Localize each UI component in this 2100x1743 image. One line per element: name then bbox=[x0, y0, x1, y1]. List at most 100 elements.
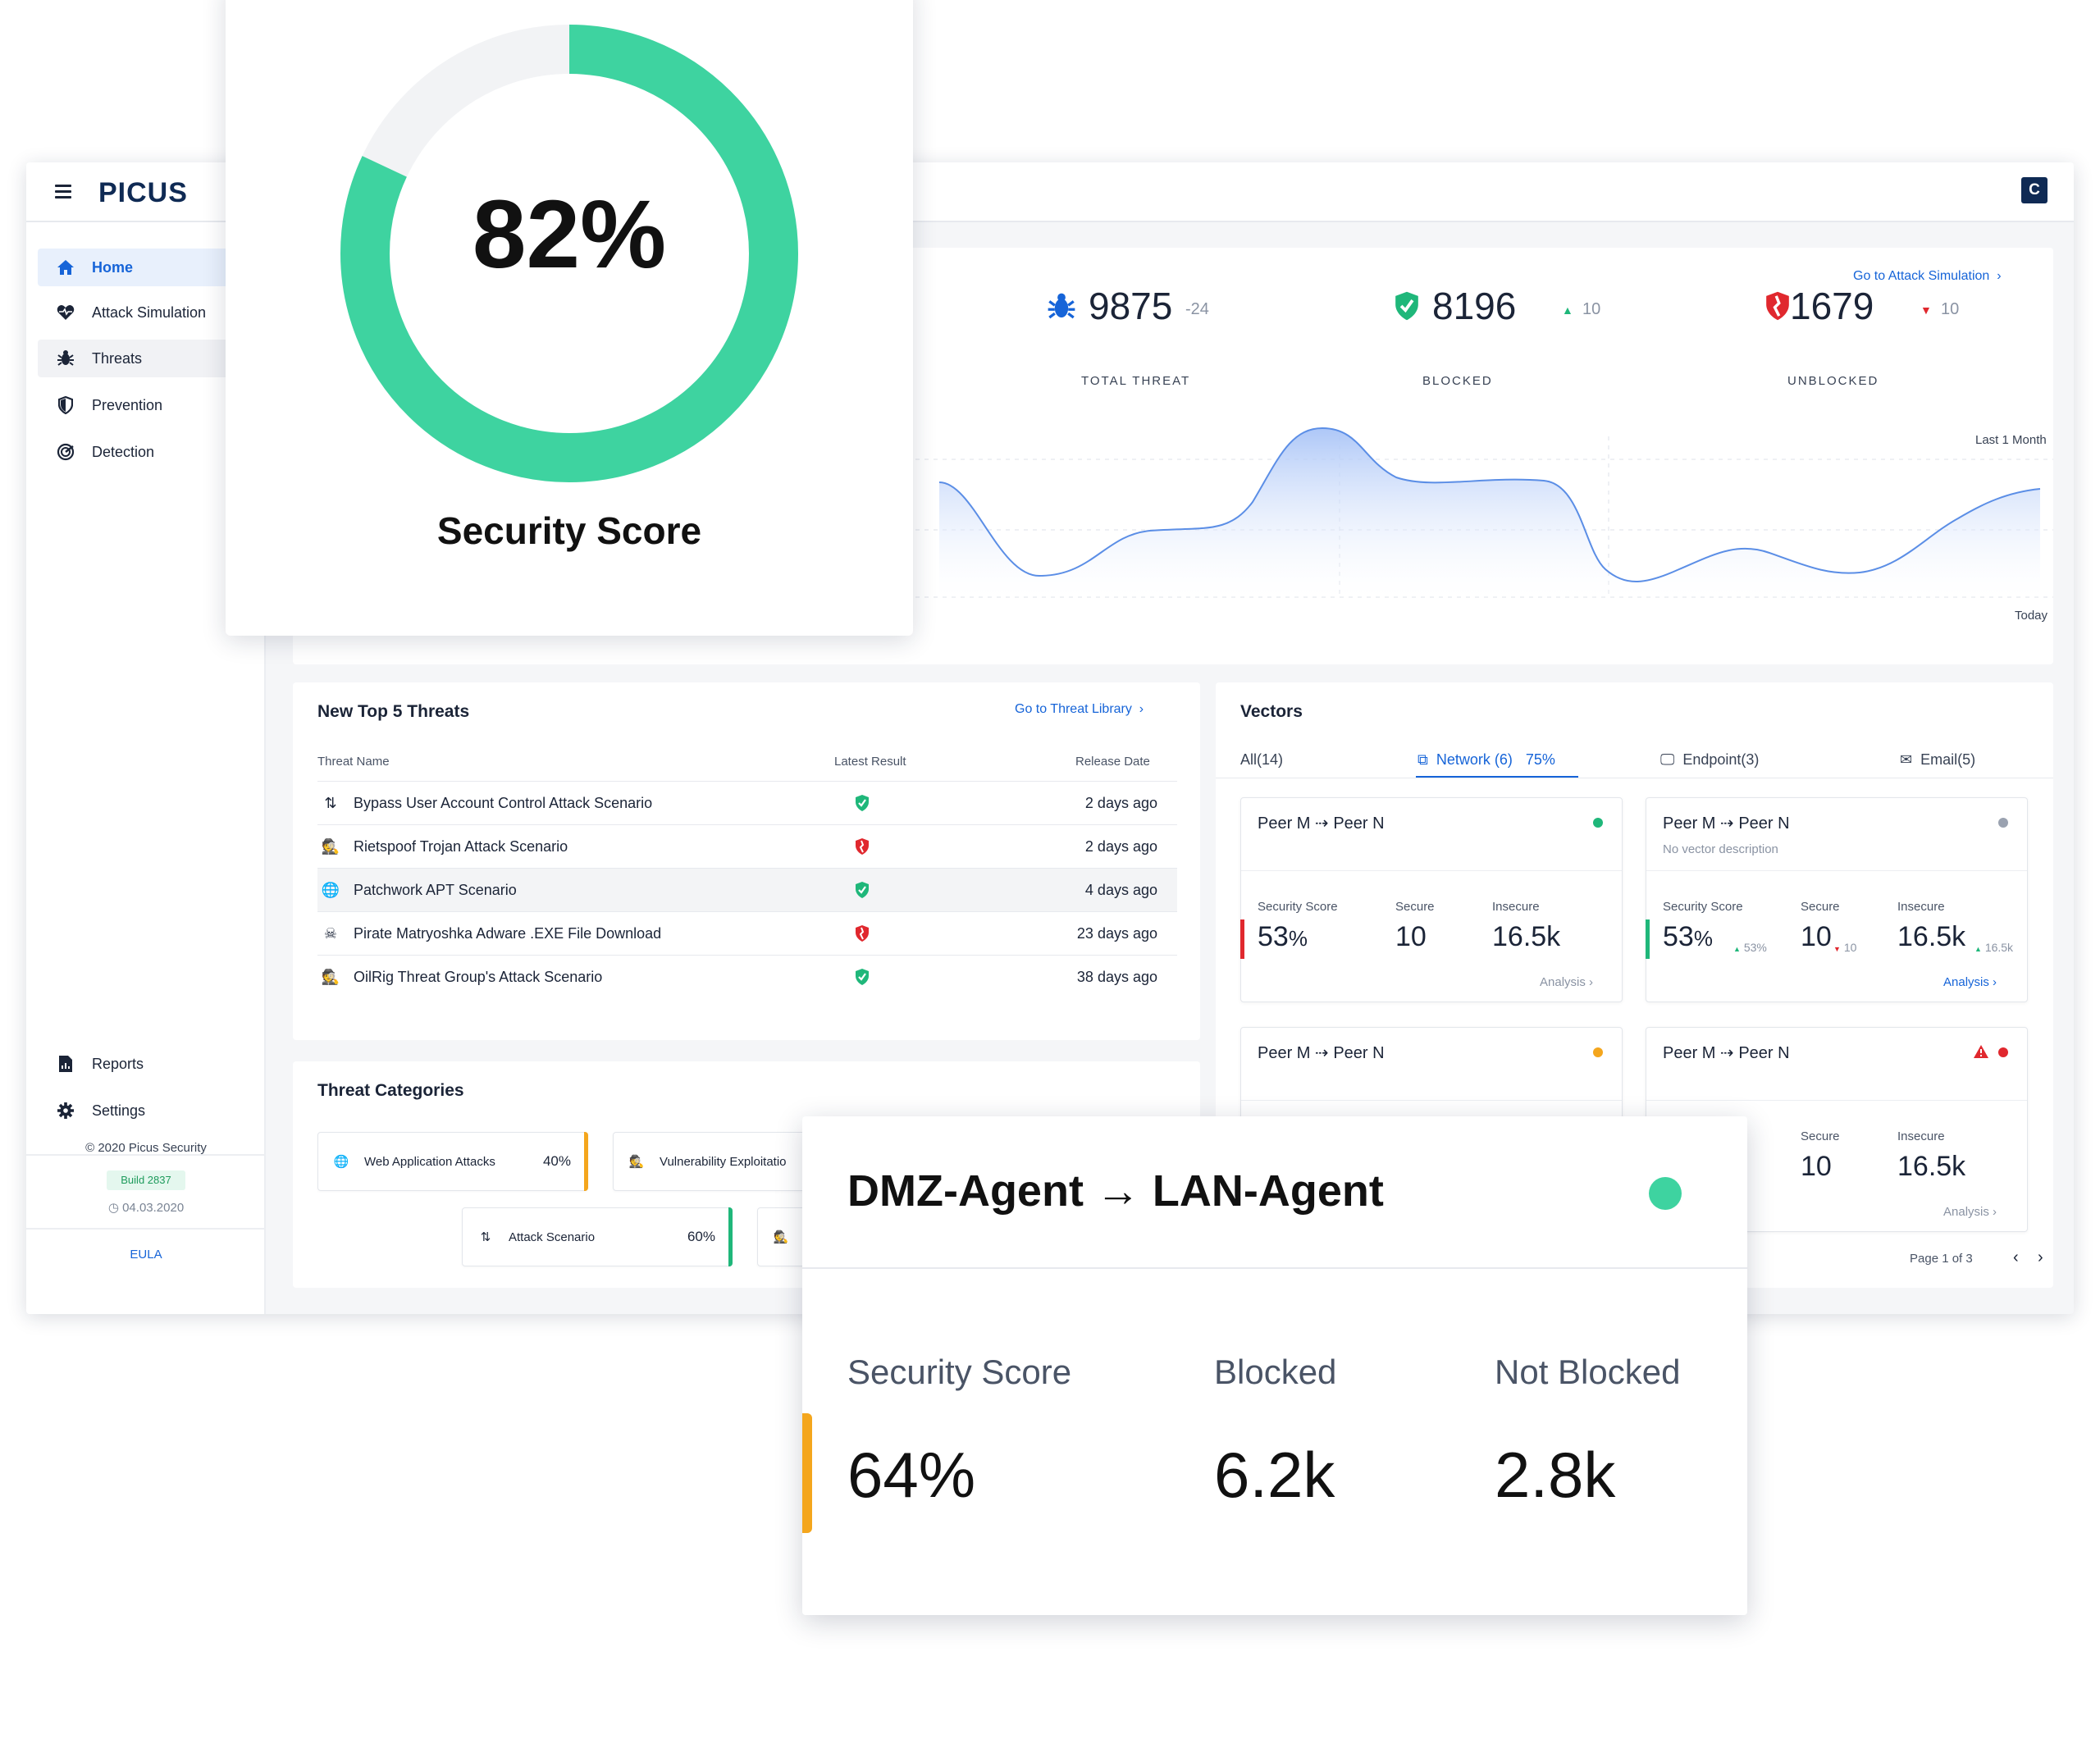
unblocked-value: 1679 bbox=[1790, 285, 1874, 327]
status-dot bbox=[1998, 818, 2008, 828]
release-date: 23 days ago bbox=[1076, 924, 1157, 942]
arrow-down-icon: ▼ bbox=[1920, 303, 1932, 317]
category-bar bbox=[584, 1132, 588, 1191]
col-header-name: Threat Name bbox=[317, 755, 390, 769]
insecure-label: Insecure bbox=[1492, 900, 1540, 914]
table-row[interactable]: ⇅ Bypass User Account Control Attack Sce… bbox=[317, 781, 1177, 824]
gear-icon bbox=[56, 1101, 75, 1120]
arrow-up-icon: ▲ bbox=[1562, 303, 1573, 317]
release-date-text: 04.03.2020 bbox=[122, 1201, 185, 1215]
warning-icon bbox=[1974, 1045, 1988, 1058]
divider bbox=[1646, 870, 2027, 871]
insecure-delta: ▲ 16.5k bbox=[1974, 941, 2014, 954]
blocked-value: 8196 bbox=[1432, 285, 1517, 327]
total-threat-value: 9875 bbox=[1089, 285, 1173, 327]
security-score-label: Security Score bbox=[1258, 900, 1338, 914]
skull-icon: ☠ bbox=[323, 924, 338, 942]
category-pct: 40% bbox=[542, 1153, 571, 1169]
report-icon bbox=[56, 1054, 75, 1074]
tab-network[interactable]: ⧉ Network (6) 75% bbox=[1418, 751, 1555, 768]
sidebar-item-label: Attack Simulation bbox=[92, 303, 207, 321]
chevron-left-icon[interactable]: ‹ bbox=[2013, 1248, 2019, 1266]
vector-card[interactable]: Peer M ⇢ Peer N No vector description Se… bbox=[1646, 797, 2028, 1002]
status-dot bbox=[1593, 818, 1603, 828]
score-bar bbox=[802, 1413, 812, 1533]
threat-name: Bypass User Account Control Attack Scena… bbox=[354, 794, 653, 811]
range-label: Last 1 Month bbox=[1975, 433, 2047, 447]
menu-icon[interactable] bbox=[55, 185, 71, 202]
not-blocked-label: Not Blocked bbox=[1495, 1353, 1681, 1391]
insecure-value: 16.5k bbox=[1492, 921, 1561, 952]
globe-icon: 🌐 bbox=[321, 881, 340, 898]
insecure-value: 16.5k bbox=[1897, 921, 1966, 952]
security-score-value: 82% bbox=[472, 180, 667, 289]
threat-categories-title: Threat Categories bbox=[317, 1081, 464, 1100]
sidebar-item-settings[interactable]: Settings bbox=[38, 1092, 264, 1129]
analysis-link[interactable]: Analysis › bbox=[1540, 975, 1594, 989]
score-delta: ▲ 53% bbox=[1733, 941, 1767, 954]
divider bbox=[802, 1267, 1747, 1269]
security-score-value: 53% bbox=[1663, 921, 1713, 952]
divider bbox=[1241, 1100, 1622, 1101]
total-threat-label: TOTAL THREAT bbox=[1081, 374, 1191, 388]
security-score-ring-fill bbox=[340, 25, 798, 482]
unblocked-delta: ▼ 10 bbox=[1920, 300, 1960, 318]
blocked-value: 6.2k bbox=[1214, 1439, 1335, 1511]
tab-all[interactable]: All(14) bbox=[1240, 751, 1284, 768]
blocked-label: Blocked bbox=[1214, 1353, 1337, 1391]
sidebar-item-attack-simulation[interactable]: Attack Simulation bbox=[38, 294, 264, 331]
user-avatar[interactable]: C bbox=[2021, 177, 2048, 203]
clock-icon: ◷ bbox=[107, 1201, 123, 1215]
table-row[interactable]: 🕵 OilRig Threat Group's Attack Scenario … bbox=[317, 955, 1177, 998]
network-icon: ⧉ bbox=[1418, 751, 1428, 768]
table-row[interactable]: 🕵 Rietspoof Trojan Attack Scenario 2 day… bbox=[317, 824, 1177, 868]
table-row[interactable]: 🌐 Patchwork APT Scenario 4 days ago bbox=[317, 868, 1177, 911]
sidebar-item-label: Detection bbox=[92, 443, 155, 460]
globe-icon: 🌐 bbox=[333, 1155, 349, 1169]
release-date: 4 days ago bbox=[1084, 881, 1157, 898]
blocked-shield-icon bbox=[829, 881, 895, 899]
eula-link[interactable]: EULA bbox=[130, 1248, 162, 1262]
secure-label: Secure bbox=[1801, 900, 1840, 914]
category-pct: 60% bbox=[687, 1229, 715, 1244]
agent-vector-card[interactable]: DMZ-Agent → LAN-Agent Security Score Blo… bbox=[802, 1116, 1747, 1615]
tab-endpoint[interactable]: 🖵 Endpoint(3) bbox=[1660, 751, 1760, 768]
vector-card[interactable]: Peer M ⇢ Peer N Security Score Secure In… bbox=[1240, 797, 1623, 1002]
radar-icon bbox=[56, 442, 75, 462]
mail-icon: ✉ bbox=[1900, 751, 1913, 768]
category-chip[interactable]: 🌐 Web Application Attacks 40% bbox=[317, 1132, 588, 1191]
divider bbox=[26, 1154, 266, 1156]
blocked-label: BLOCKED bbox=[1422, 374, 1493, 388]
score-bar bbox=[1240, 919, 1244, 959]
sidebar-item-detection[interactable]: Detection bbox=[38, 433, 264, 471]
analysis-link[interactable]: Analysis › bbox=[1943, 1205, 1997, 1219]
sidebar-item-prevention[interactable]: Prevention bbox=[38, 386, 264, 424]
analysis-link[interactable]: Analysis › bbox=[1943, 975, 1997, 989]
spy-icon: 🕵 bbox=[773, 1230, 789, 1244]
logo: PICUS bbox=[98, 177, 188, 208]
insecure-label: Insecure bbox=[1897, 900, 1945, 914]
table-row[interactable]: ☠ Pirate Matryoshka Adware .EXE File Dow… bbox=[317, 911, 1177, 955]
security-score-label: Security Score bbox=[847, 1353, 1072, 1391]
category-chip[interactable]: ⇅ Attack Scenario 60% bbox=[462, 1207, 733, 1266]
insecure-label: Insecure bbox=[1897, 1129, 1945, 1143]
arrows-updown-icon: ⇅ bbox=[480, 1230, 491, 1244]
chevron-right-icon[interactable]: › bbox=[2038, 1248, 2043, 1266]
agent-vector-title: DMZ-Agent → LAN-Agent bbox=[847, 1166, 1384, 1216]
divider bbox=[1646, 1100, 2027, 1101]
threat-name: Rietspoof Trojan Attack Scenario bbox=[354, 837, 568, 855]
secure-value: 10 bbox=[1801, 921, 1832, 952]
heartbeat-icon bbox=[56, 303, 75, 322]
release-date: 2 days ago bbox=[1084, 837, 1157, 855]
sidebar-item-reports[interactable]: Reports bbox=[38, 1045, 264, 1083]
insecure-value: 16.5k bbox=[1897, 1151, 1966, 1182]
tab-email[interactable]: ✉ Email(5) bbox=[1900, 751, 1976, 768]
security-score-value: 53% bbox=[1258, 921, 1308, 952]
security-score-value: 64% bbox=[847, 1439, 976, 1511]
active-tab-indicator bbox=[1416, 776, 1578, 778]
total-threat-delta: -24 bbox=[1185, 300, 1209, 318]
go-to-threat-library-link[interactable]: Go to Threat Library › bbox=[1015, 702, 1144, 716]
go-to-attack-simulation-link[interactable]: Go to Attack Simulation › bbox=[1853, 269, 2002, 283]
category-label: Web Application Attacks bbox=[364, 1154, 495, 1169]
copyright: © 2020 Picus Security bbox=[85, 1141, 207, 1155]
